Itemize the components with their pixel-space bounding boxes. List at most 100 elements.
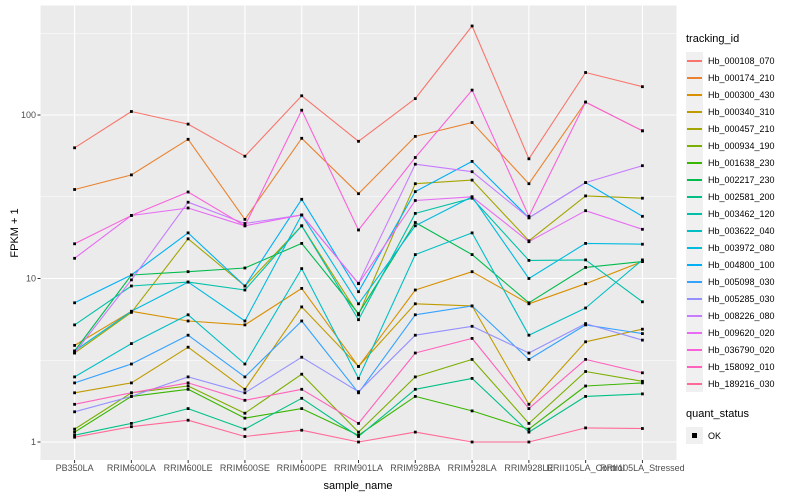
legend-item-Hb_000934_190: Hb_000934_190 (686, 137, 798, 154)
legend-item-label: Hb_158092_010 (708, 361, 775, 372)
data-point (584, 384, 587, 388)
legend-item-Hb_001638_230: Hb_001638_230 (686, 154, 798, 171)
data-point (186, 313, 190, 317)
data-point (584, 395, 587, 398)
line-swatch-icon (687, 161, 702, 164)
data-point (470, 231, 474, 235)
data-point (130, 342, 133, 345)
data-point (641, 164, 644, 168)
y-axis-title: FPKM + 1 (9, 208, 21, 258)
data-point (470, 377, 474, 380)
data-point (300, 355, 304, 359)
data-point (130, 309, 133, 313)
line-swatch-icon (687, 246, 702, 249)
data-point (413, 221, 417, 224)
line-swatch-icon (687, 365, 702, 368)
data-point (584, 282, 587, 286)
data-point (73, 323, 76, 327)
data-point (527, 402, 531, 406)
data-point (130, 214, 133, 217)
data-point (470, 195, 474, 199)
x-tick-label: RRII105LA_Control (547, 463, 625, 473)
legend-key (686, 375, 703, 392)
data-point (470, 160, 474, 163)
legend-item-label: Hb_036790_020 (708, 344, 775, 355)
data-point (641, 427, 644, 430)
data-point (243, 284, 247, 288)
square-point-icon (692, 433, 697, 438)
data-point (527, 214, 531, 218)
data-point (584, 258, 587, 262)
data-point (300, 396, 304, 400)
data-point (527, 427, 531, 431)
data-point (130, 284, 133, 288)
legend: tracking_id Hb_000108_070 Hb_000174_210 Hb… (686, 33, 798, 444)
legend-key (686, 239, 703, 256)
data-point (584, 358, 587, 361)
data-point (186, 375, 190, 379)
data-point (73, 349, 76, 353)
data-point (186, 237, 190, 241)
data-point (527, 351, 531, 355)
data-point (527, 182, 531, 186)
x-tick-label: RRIM901LA (334, 463, 383, 473)
x-tick-label: PB350LA (56, 463, 94, 473)
data-point (130, 173, 133, 177)
data-point (73, 430, 76, 434)
data-point (130, 395, 133, 398)
x-tick-label: RRIM600LE (164, 463, 213, 473)
line-swatch-icon (687, 314, 702, 317)
data-point (470, 88, 474, 92)
data-point (300, 428, 304, 432)
legend-item-label: Hb_002217_230 (708, 174, 775, 185)
x-tick-label: RRII105LA_Stressed (600, 463, 685, 473)
data-point (300, 197, 304, 201)
data-point (73, 435, 76, 439)
data-point (130, 391, 133, 395)
legend-key (686, 154, 703, 171)
data-point (584, 266, 587, 269)
line-swatch-icon (687, 212, 702, 215)
data-point (357, 365, 360, 368)
legend-item-label: Hb_000457_210 (708, 123, 775, 134)
data-point (130, 381, 133, 385)
data-point (73, 381, 76, 385)
data-point (641, 332, 644, 335)
line-swatch-icon (687, 280, 702, 283)
data-point (73, 433, 76, 437)
legend-item-Hb_008226_080: Hb_008226_080 (686, 307, 798, 324)
data-point (641, 371, 644, 375)
legend-key (686, 120, 703, 137)
data-point (641, 392, 644, 396)
legend-item-Hb_003972_080: Hb_003972_080 (686, 239, 798, 256)
line-swatch-icon (687, 263, 702, 266)
data-point (186, 319, 190, 323)
x-tick-label: RRIM600PE (277, 463, 327, 473)
legend-item-label: Hb_003972_080 (708, 242, 775, 253)
data-point (73, 427, 76, 431)
data-point (413, 162, 417, 166)
data-point (357, 390, 360, 394)
legend-item-quant-ok: OK (686, 427, 798, 444)
data-point (527, 422, 531, 425)
data-point (413, 375, 417, 379)
legend-item-label: Hb_189216_030 (708, 378, 775, 389)
data-point (527, 430, 531, 434)
legend-item-Hb_000300_430: Hb_000300_430 (686, 86, 798, 103)
data-point (130, 362, 133, 366)
data-point (243, 266, 247, 270)
legend-item-Hb_003622_040: Hb_003622_040 (686, 222, 798, 239)
legend-key (686, 256, 703, 273)
data-point (73, 188, 76, 191)
data-point (641, 196, 644, 200)
line-swatch-icon (687, 144, 702, 147)
data-point (357, 228, 360, 232)
legend-item-Hb_036790_020: Hb_036790_020 (686, 341, 798, 358)
data-point (413, 135, 417, 138)
data-point (527, 157, 531, 161)
data-point (357, 435, 360, 438)
data-point (186, 418, 190, 422)
data-point (413, 351, 417, 355)
line-swatch-icon (687, 178, 702, 181)
legend-item-Hb_000174_210: Hb_000174_210 (686, 69, 798, 86)
